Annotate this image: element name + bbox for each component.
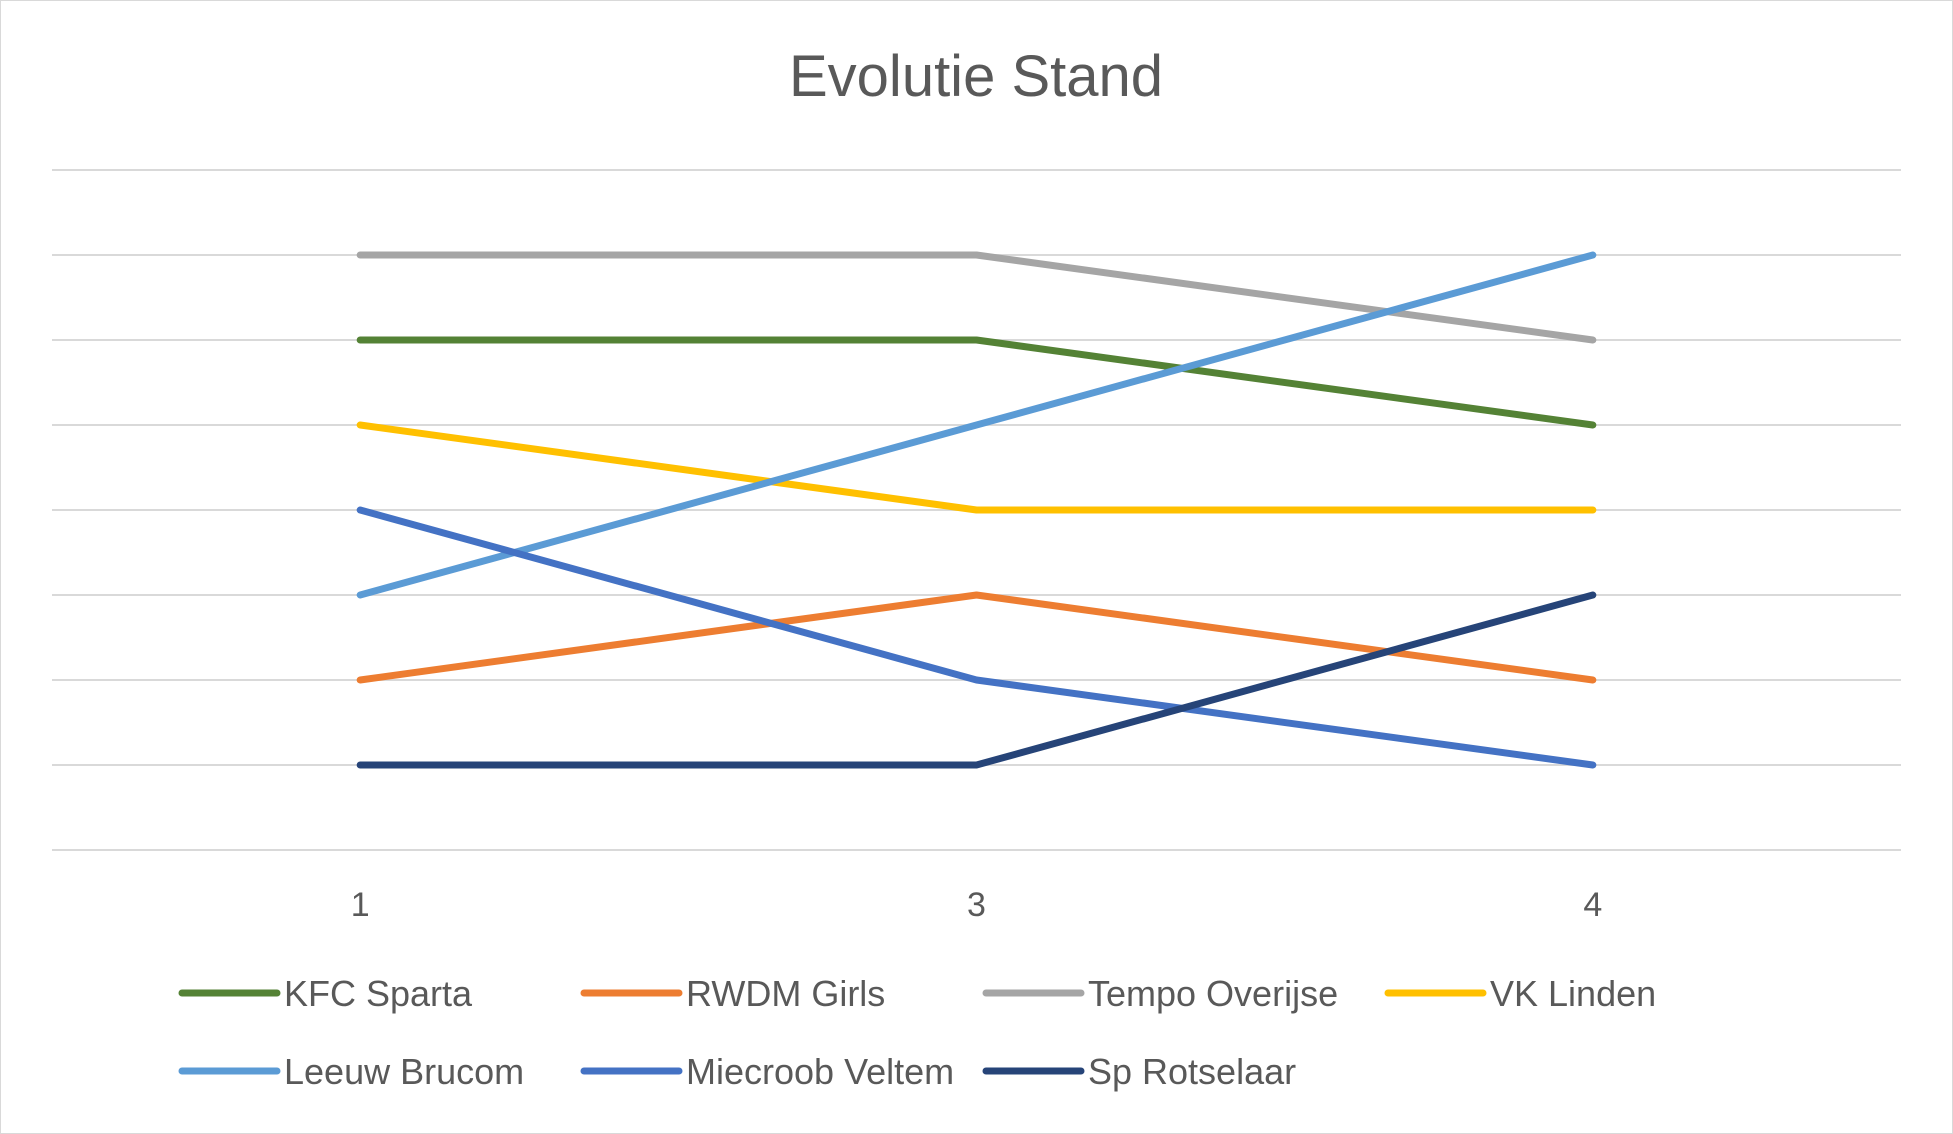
series-line <box>356 591 1597 769</box>
legend: KFC Sparta RWDM Girls Tempo Overijse VK Lin… <box>178 973 1656 1092</box>
legend-item: RWDM Girls <box>580 973 885 1014</box>
x-tick-label: 1 <box>351 886 370 924</box>
legend-label: KFC Sparta <box>284 973 473 1014</box>
series-line <box>356 591 1597 684</box>
legend-item: Tempo Overijse <box>982 973 1338 1014</box>
legend-label: Leeuw Brucom <box>284 1051 524 1092</box>
legend-item: Leeuw Brucom <box>178 1051 524 1092</box>
x-tick-label: 3 <box>967 886 986 924</box>
chart-title: Evolutie Stand <box>789 44 1163 109</box>
legend-label: RWDM Girls <box>686 973 885 1014</box>
series-lines <box>356 251 1597 769</box>
legend-item: Miecroob Veltem <box>580 1051 954 1092</box>
series-line <box>356 336 1597 429</box>
legend-label: VK Linden <box>1490 973 1656 1014</box>
legend-label: Sp Rotselaar <box>1088 1051 1296 1092</box>
legend-label: Miecroob Veltem <box>686 1051 954 1092</box>
legend-item: KFC Sparta <box>178 973 473 1014</box>
legend-item: Sp Rotselaar <box>982 1051 1296 1092</box>
series-line <box>356 506 1597 769</box>
series-line <box>356 421 1597 514</box>
x-axis-ticks: 1 3 4 <box>351 886 1603 924</box>
x-tick-label: 4 <box>1583 886 1602 924</box>
legend-label: Tempo Overijse <box>1088 973 1338 1014</box>
legend-item: VK Linden <box>1384 973 1656 1014</box>
series-line <box>356 251 1597 599</box>
series-line <box>356 251 1597 344</box>
